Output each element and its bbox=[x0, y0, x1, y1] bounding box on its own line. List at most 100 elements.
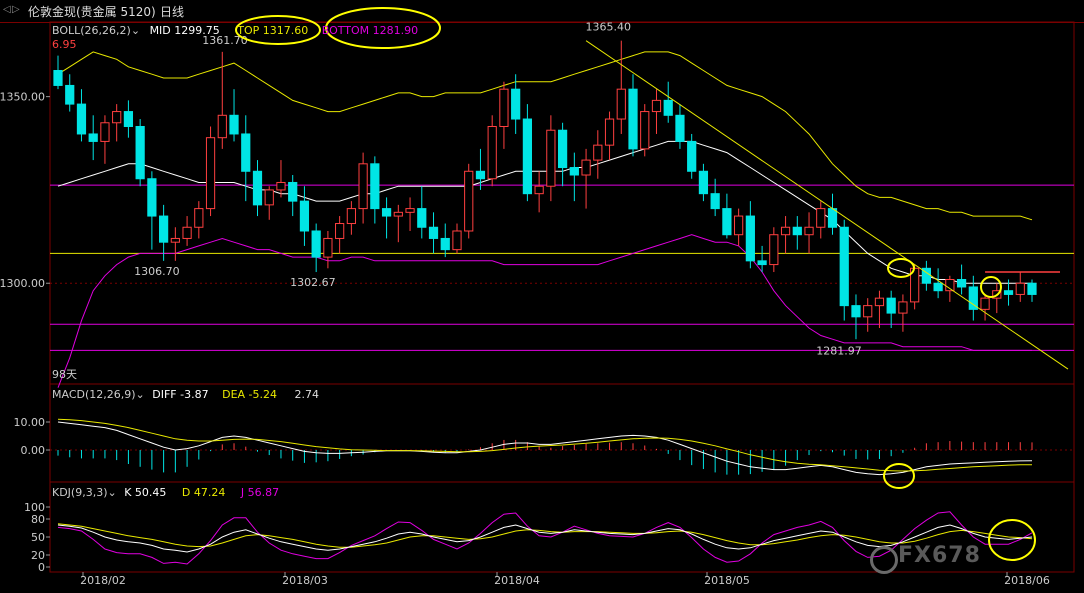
candle bbox=[581, 148, 591, 209]
candle-body bbox=[522, 118, 533, 195]
candle-body bbox=[651, 99, 662, 113]
kdj-label[interactable]: KDJ(9,3,3) bbox=[52, 486, 108, 499]
candle-body bbox=[792, 226, 802, 236]
candle bbox=[710, 178, 720, 217]
candle-body bbox=[65, 84, 75, 105]
boll-corner-value: 6.95 bbox=[52, 38, 77, 51]
candle bbox=[417, 186, 427, 239]
boll-mid: MID 1299.75 bbox=[149, 24, 220, 37]
candle bbox=[921, 260, 931, 291]
candle bbox=[886, 290, 896, 329]
candle-body bbox=[581, 159, 591, 176]
macd-diff: DIFF -3.87 bbox=[152, 388, 209, 401]
candle-body bbox=[428, 226, 439, 239]
candle-body bbox=[628, 88, 638, 150]
macd-value: 2.74 bbox=[294, 388, 320, 401]
kdj-tick-label: 50 bbox=[31, 531, 45, 544]
candle bbox=[428, 212, 439, 254]
candle-body bbox=[147, 178, 157, 217]
macd-legend: MACD(12,26,9)⌄ DIFF -3.87 DEA -5.24 2.74 bbox=[52, 388, 319, 401]
high-annotation: 1361.70 bbox=[202, 34, 248, 47]
candle-body bbox=[299, 200, 310, 232]
candle bbox=[511, 74, 521, 134]
candle-body bbox=[264, 189, 274, 206]
candle-body bbox=[205, 137, 216, 210]
candle-body bbox=[405, 208, 415, 213]
candle-body bbox=[968, 286, 978, 310]
candle-body bbox=[346, 208, 356, 225]
candle bbox=[475, 148, 486, 190]
candle bbox=[569, 152, 579, 202]
candle-body bbox=[53, 70, 63, 86]
boll-label[interactable]: BOLL(26,26,2) bbox=[52, 24, 131, 37]
candle-body bbox=[557, 129, 568, 169]
candle bbox=[968, 275, 978, 321]
candle bbox=[252, 160, 263, 217]
candle bbox=[757, 245, 767, 273]
period-label[interactable]: 日线 bbox=[160, 5, 185, 19]
macd-tick-label: 10.00 bbox=[14, 416, 46, 429]
candle bbox=[358, 152, 368, 224]
candle-body bbox=[604, 118, 615, 146]
candle-body bbox=[933, 282, 943, 292]
candle bbox=[522, 104, 533, 202]
candle-body bbox=[288, 181, 298, 202]
downtrend-line bbox=[585, 40, 1069, 370]
boll-top: TOP 1317.60 bbox=[237, 24, 309, 37]
time-tick-label: 2018/06 bbox=[1004, 574, 1050, 587]
candle bbox=[769, 227, 779, 273]
candle bbox=[440, 223, 450, 258]
macd-label[interactable]: MACD(12,26,9) bbox=[52, 388, 136, 401]
candle-body bbox=[675, 114, 685, 142]
candle-body bbox=[616, 88, 626, 120]
candle-body bbox=[757, 260, 767, 266]
candle-body bbox=[358, 163, 368, 210]
candle-body bbox=[194, 208, 204, 228]
candle bbox=[170, 227, 180, 261]
candle-body bbox=[217, 114, 227, 139]
candle bbox=[323, 230, 333, 269]
kdj-tick-label: 80 bbox=[31, 513, 45, 526]
candle-body bbox=[182, 226, 192, 239]
macd-dea: DEA -5.24 bbox=[222, 388, 277, 401]
candle-body bbox=[780, 226, 791, 236]
candle bbox=[147, 171, 157, 250]
candle-body bbox=[393, 211, 403, 217]
candle bbox=[123, 100, 134, 138]
candle-body bbox=[76, 103, 87, 135]
candle bbox=[88, 115, 98, 161]
candle bbox=[112, 104, 122, 142]
candle bbox=[956, 264, 967, 295]
kdj-k-line bbox=[57, 524, 1033, 553]
candle bbox=[135, 119, 145, 187]
candle-body bbox=[546, 129, 556, 187]
candle-body bbox=[276, 181, 286, 191]
macd-tick-label: 0.00 bbox=[21, 444, 46, 457]
boll-mid-line bbox=[57, 140, 1032, 284]
days-label: 98天 bbox=[52, 368, 77, 381]
candle bbox=[182, 216, 192, 246]
candle bbox=[205, 126, 216, 217]
kdj-d-line bbox=[57, 523, 1033, 548]
candle-body bbox=[499, 88, 509, 127]
candle bbox=[288, 175, 298, 217]
high-annotation: 1365.40 bbox=[586, 21, 632, 34]
back-icon[interactable]: ◁ bbox=[3, 4, 11, 15]
forward-icon[interactable]: ▷ bbox=[12, 4, 20, 15]
highlight-ellipse-price bbox=[887, 258, 915, 278]
candle bbox=[534, 171, 544, 213]
kdj-tick-label: 20 bbox=[31, 549, 45, 562]
candle bbox=[593, 130, 603, 179]
highlight-ellipse-top bbox=[235, 15, 321, 45]
candle bbox=[276, 160, 286, 198]
candle-body bbox=[311, 230, 321, 258]
candle bbox=[335, 216, 345, 254]
candle bbox=[264, 186, 274, 220]
candle bbox=[651, 89, 662, 134]
candle bbox=[604, 111, 615, 161]
candle-body bbox=[886, 297, 896, 314]
candle bbox=[1027, 279, 1037, 302]
boll-lower-band bbox=[57, 234, 1032, 388]
candle-body bbox=[112, 111, 122, 124]
